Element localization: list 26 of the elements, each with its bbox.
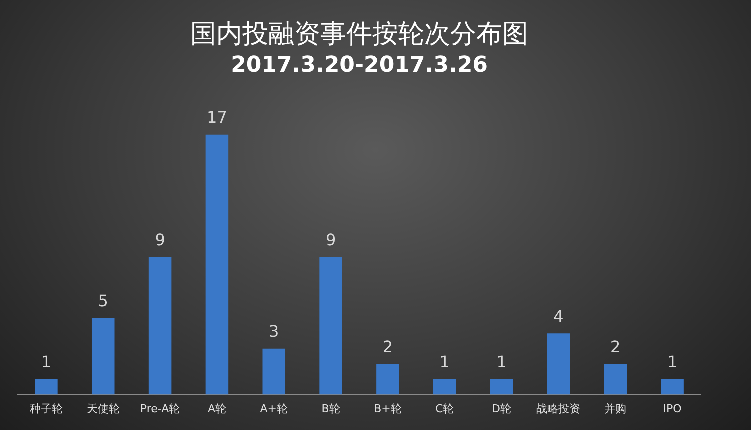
data-label: 17	[207, 108, 228, 128]
data-label: 2	[610, 337, 621, 356]
x-tick-label: 种子轮	[30, 402, 63, 416]
data-label: 1	[440, 352, 450, 372]
data-label: 2	[382, 337, 394, 356]
chart-title: 国内投融资事件按轮次分布图	[190, 19, 528, 50]
chart-subtitle: 2017.3.20-2017.3.26	[231, 53, 488, 78]
x-tick-label: A轮	[208, 402, 226, 416]
data-label: 9	[155, 230, 166, 250]
x-tick-label: 天使轮	[86, 402, 120, 416]
data-label: 5	[98, 292, 108, 311]
x-tick-label: C轮	[436, 402, 454, 416]
x-tick-label: 战略投资	[536, 402, 581, 416]
x-tick-label: B轮	[322, 402, 340, 416]
data-label: 1	[41, 352, 52, 372]
x-tick-label: 并购	[604, 402, 627, 416]
data-label: 3	[269, 322, 280, 342]
x-tick-label: IPO	[663, 402, 682, 416]
x-tick-label: D轮	[492, 402, 512, 416]
data-label: 9	[326, 230, 336, 250]
x-tick-label: A+轮	[260, 402, 288, 416]
x-tick-label: Pre-A轮	[140, 402, 180, 416]
data-label: 4	[554, 306, 564, 326]
x-tick-label: B+轮	[374, 402, 402, 416]
data-label: 1	[667, 352, 678, 372]
data-label: 1	[496, 352, 507, 372]
